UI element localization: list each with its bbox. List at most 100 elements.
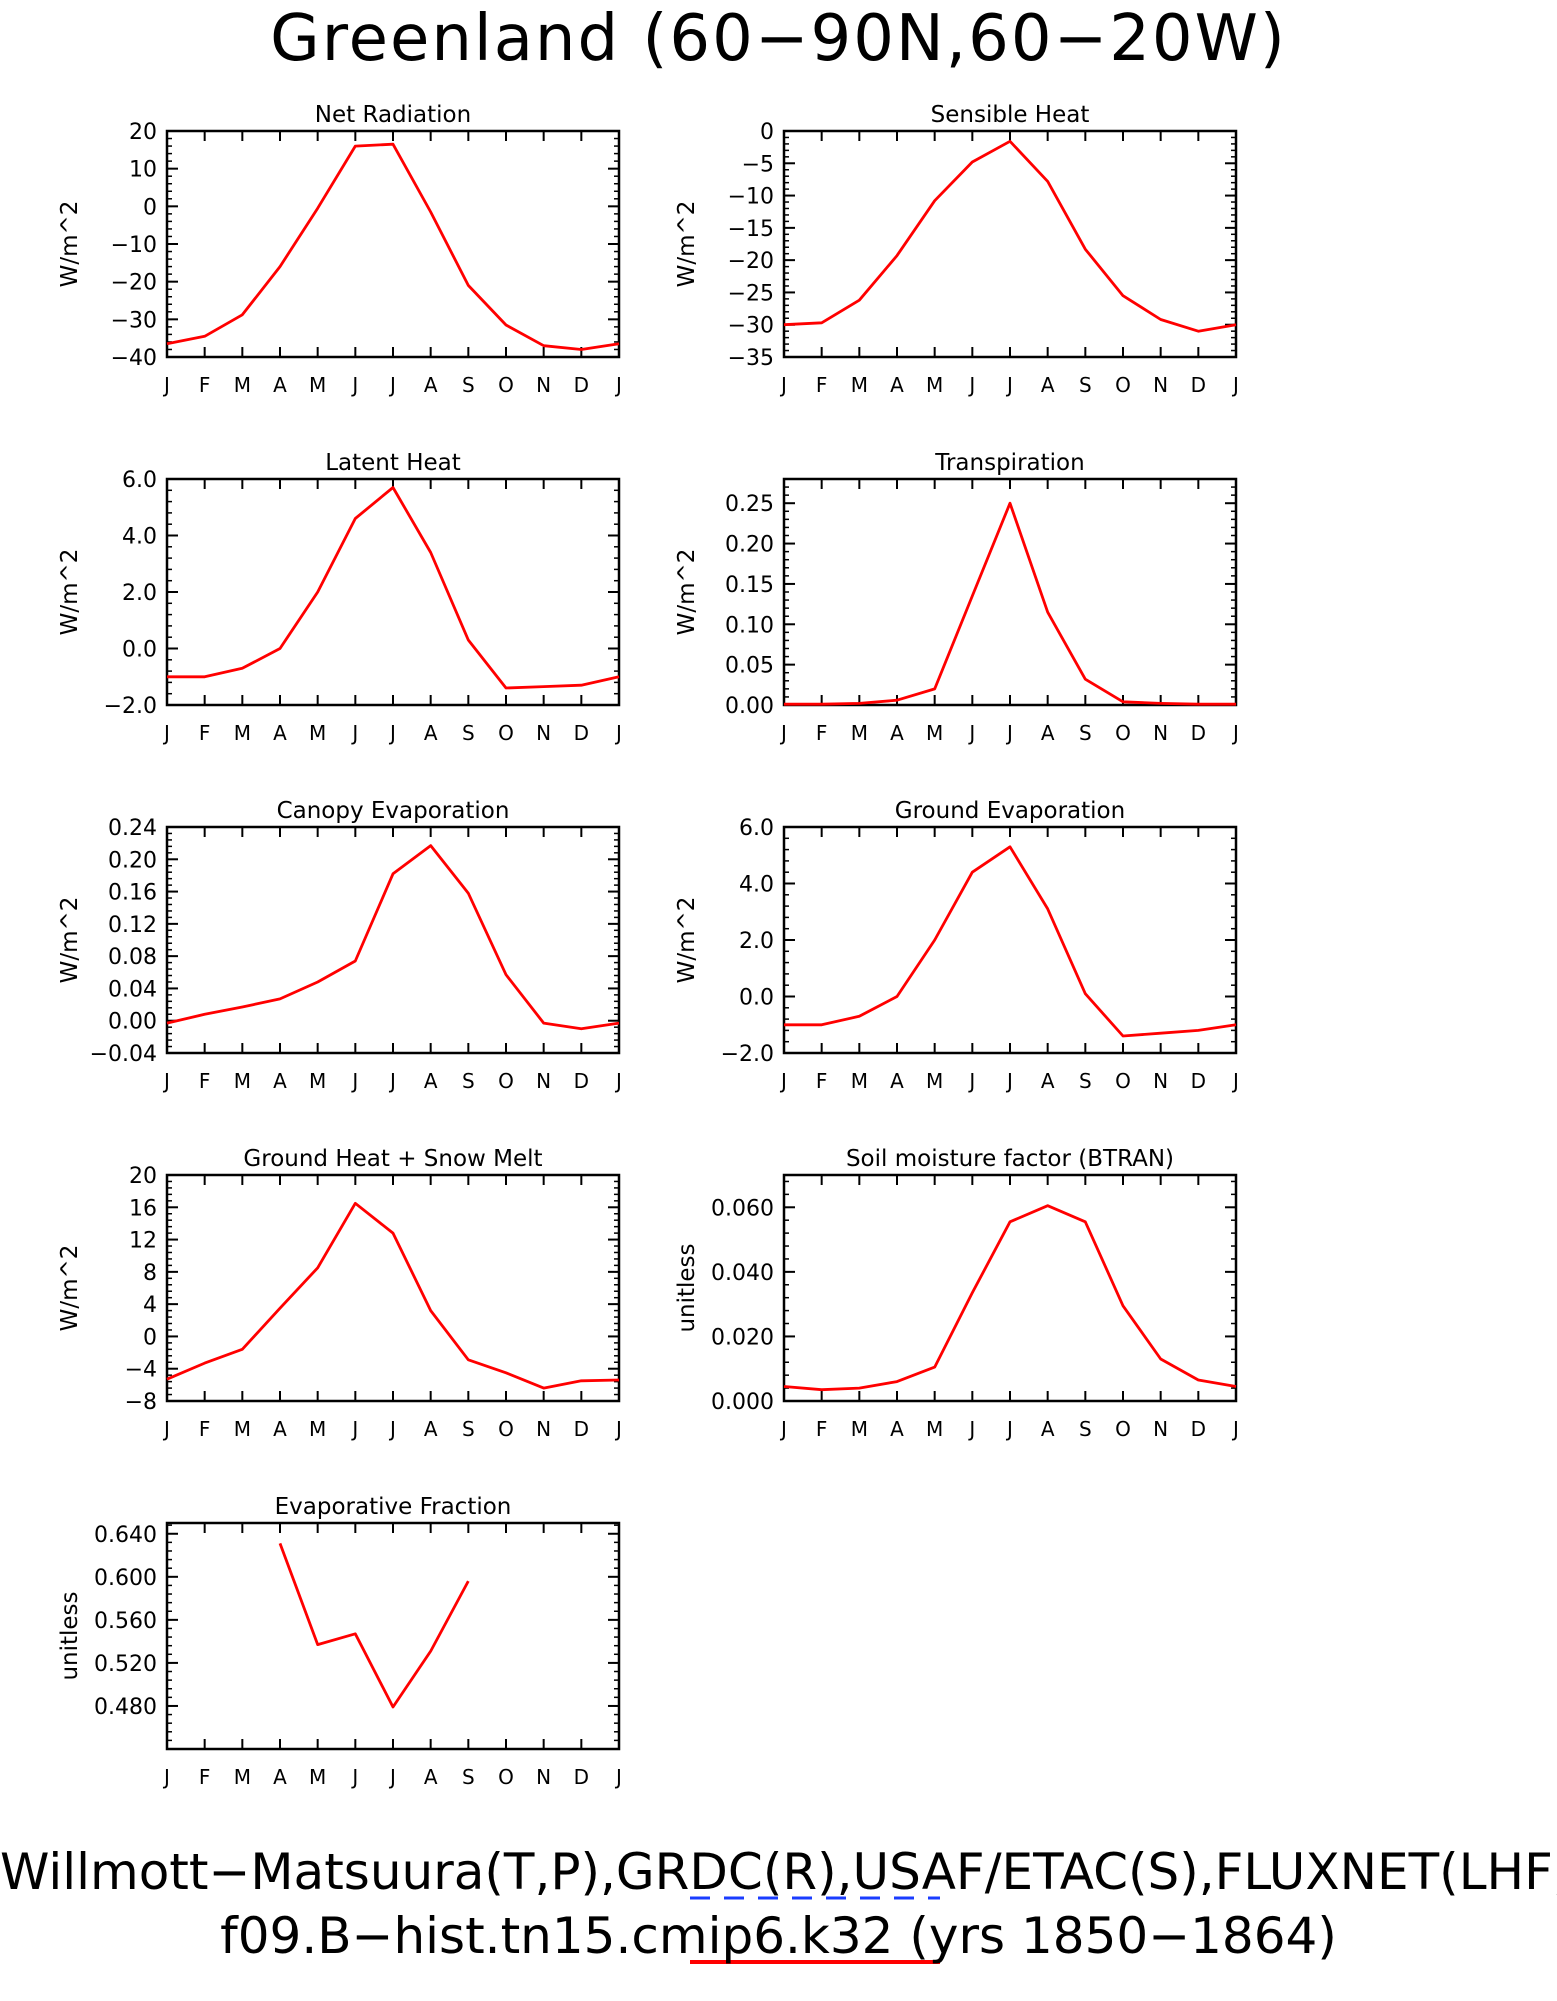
y-tick-label: 0.560: [94, 1609, 157, 1634]
x-tick-label: O: [1115, 373, 1131, 397]
y-tick-label: 0.060: [711, 1196, 774, 1221]
y-tick-label: 0: [143, 195, 157, 220]
y-tick-label: 0.16: [108, 881, 157, 906]
x-tick-label: A: [1041, 1069, 1055, 1093]
x-tick-label: S: [1079, 1069, 1092, 1093]
x-tick-label: S: [462, 1069, 475, 1093]
chart-title: Ground Heat + Snow Melt: [243, 1146, 542, 1172]
y-axis-label: W/m^2: [57, 897, 83, 984]
y-tick-label: −30: [111, 308, 157, 333]
x-tick-label: F: [199, 1069, 211, 1093]
y-tick-label: 0.00: [108, 1010, 157, 1035]
x-tick-label: J: [967, 1417, 975, 1441]
y-axis-label: W/m^2: [57, 549, 83, 636]
plot-frame: [165, 825, 621, 1055]
y-tick-label: −20: [728, 249, 774, 274]
y-tick-label: 20: [129, 120, 157, 145]
x-tick-label: S: [1079, 1417, 1092, 1441]
y-tick-label: −40: [111, 346, 157, 371]
x-tick-label: N: [536, 1417, 551, 1441]
series-line: [784, 501, 1236, 706]
series-line: [167, 486, 620, 690]
y-tick-label: 0.640: [94, 1523, 157, 1548]
x-tick-label: O: [1115, 721, 1131, 745]
x-tick-label: J: [1231, 721, 1239, 745]
x-tick-label: J: [388, 1417, 396, 1441]
x-tick-label: F: [199, 1765, 211, 1789]
y-tick-label: 0.24: [108, 816, 157, 841]
observations-caption: Willmott−Matsuura(T,P),GRDC(R),USAF/ETAC…: [0, 1843, 1557, 1901]
x-tick-label: D: [574, 721, 589, 745]
y-tick-label: −15: [728, 217, 774, 242]
x-tick-label: A: [273, 1765, 287, 1789]
x-tick-label: M: [851, 1069, 868, 1093]
x-tick-label: O: [498, 1417, 514, 1441]
plot-frame: [165, 129, 621, 359]
chart-title: Latent Heat: [325, 450, 461, 476]
y-tick-label: 0.15: [725, 573, 774, 598]
x-tick-label: O: [1115, 1417, 1131, 1441]
x-tick-label: F: [816, 1417, 828, 1441]
y-tick-label: 12: [129, 1229, 157, 1254]
x-tick-label: M: [234, 1417, 251, 1441]
y-tick-label: −10: [111, 233, 157, 258]
series-line: [278, 1542, 470, 1709]
y-tick-label: 0.000: [711, 1390, 774, 1415]
x-tick-label: J: [162, 1417, 170, 1441]
y-tick-label: 0.040: [711, 1261, 774, 1286]
x-tick-label: N: [536, 721, 551, 745]
x-tick-label: J: [779, 721, 787, 745]
x-tick-label: A: [273, 721, 287, 745]
x-tick-label: J: [1005, 1069, 1013, 1093]
x-tick-label: D: [1191, 373, 1206, 397]
x-tick-label: F: [199, 721, 211, 745]
x-tick-label: J: [1231, 1069, 1239, 1093]
x-tick-label: J: [162, 1069, 170, 1093]
chart-title: Evaporative Fraction: [275, 1494, 512, 1520]
x-tick-label: M: [851, 373, 868, 397]
x-tick-label: J: [779, 373, 787, 397]
x-tick-label: J: [614, 1417, 622, 1441]
x-tick-label: J: [388, 373, 396, 397]
y-tick-label: 10: [129, 158, 157, 183]
x-tick-label: M: [851, 721, 868, 745]
x-tick-label: M: [234, 1069, 251, 1093]
x-tick-label: O: [1115, 1069, 1131, 1093]
x-tick-label: O: [498, 373, 514, 397]
chart-title: Ground Evaporation: [895, 798, 1125, 824]
x-tick-label: J: [388, 1069, 396, 1093]
x-tick-label: S: [462, 721, 475, 745]
x-tick-label: A: [1041, 1417, 1055, 1441]
x-tick-label: J: [350, 1417, 358, 1441]
y-tick-label: 20: [129, 1164, 157, 1189]
x-tick-label: M: [234, 1765, 251, 1789]
x-tick-label: D: [574, 1765, 589, 1789]
x-tick-label: F: [816, 721, 828, 745]
y-tick-label: 0.00: [725, 694, 774, 719]
x-tick-label: J: [350, 1069, 358, 1093]
x-tick-label: J: [614, 721, 622, 745]
x-tick-label: O: [498, 1069, 514, 1093]
chart-panel-4: J F M A M J J A S O N D J0.250.200.150.100.050.00Tra…: [674, 450, 1239, 745]
x-tick-label: M: [234, 373, 251, 397]
x-tick-label: A: [273, 1069, 287, 1093]
case-caption: f09.B−hist.tn15.cmip6.k32 (yrs 1850−1864…: [220, 1907, 1337, 1965]
chart-title: Net Radiation: [315, 102, 471, 128]
x-tick-label: D: [574, 1069, 589, 1093]
chart-title: Canopy Evaporation: [277, 798, 510, 824]
y-tick-label: 0.12: [108, 913, 157, 938]
series-line: [783, 1204, 1237, 1392]
x-tick-label: J: [779, 1069, 787, 1093]
y-tick-label: −25: [728, 281, 774, 306]
y-tick-label: −30: [728, 314, 774, 339]
x-tick-label: A: [424, 1765, 438, 1789]
y-tick-label: 0.0: [122, 638, 157, 663]
x-tick-label: A: [890, 1417, 904, 1441]
y-tick-label: 2.0: [122, 581, 157, 606]
plot-frame: [782, 1173, 1238, 1403]
y-axis-label: W/m^2: [674, 897, 700, 984]
x-tick-label: A: [890, 1069, 904, 1093]
